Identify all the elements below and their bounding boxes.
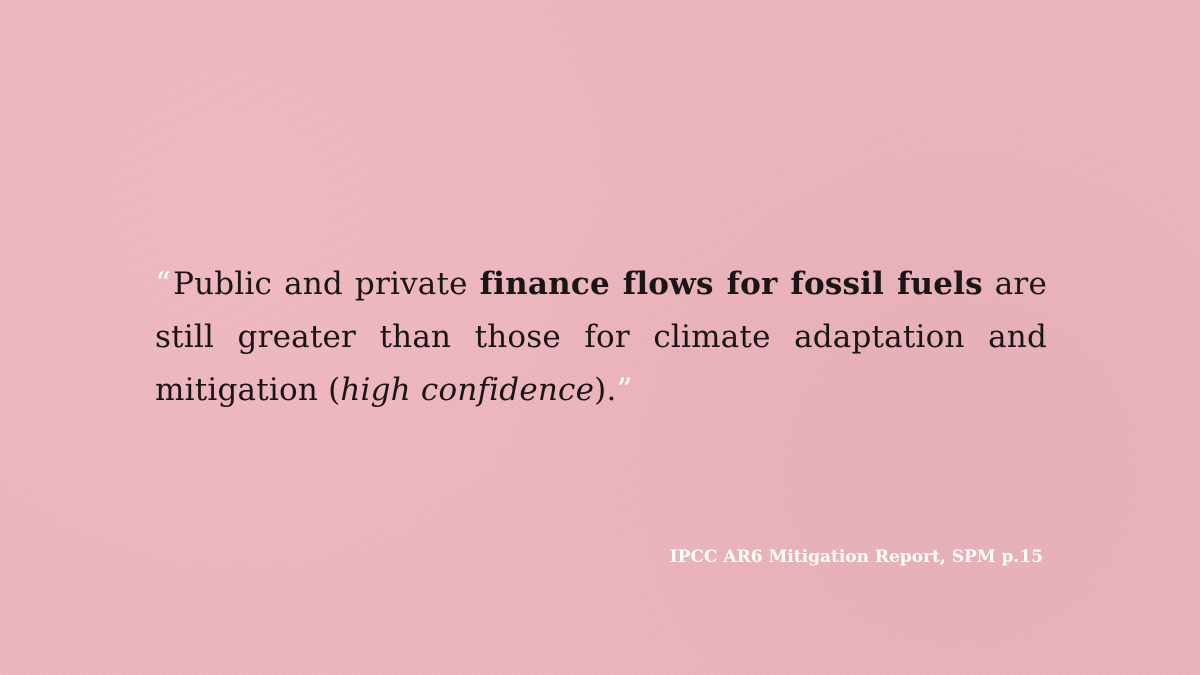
quote-text-part-2: are still greater than those for climate… — [155, 266, 1047, 408]
quote-emphasis-italic: high confidence — [340, 372, 595, 408]
quote-text-part-1: Public and private — [173, 266, 480, 302]
quote-emphasis-bold: finance flows for fossil fuels — [479, 266, 983, 302]
open-quote-mark: “ — [155, 266, 172, 302]
source-citation: IPCC AR6 Mitigation Report, SPM p.15 — [669, 547, 1043, 567]
quote-text-part-3: ). — [594, 372, 617, 408]
quote-text: “Public and private finance flows for fo… — [155, 258, 1047, 417]
close-quote-mark: ” — [616, 372, 633, 408]
